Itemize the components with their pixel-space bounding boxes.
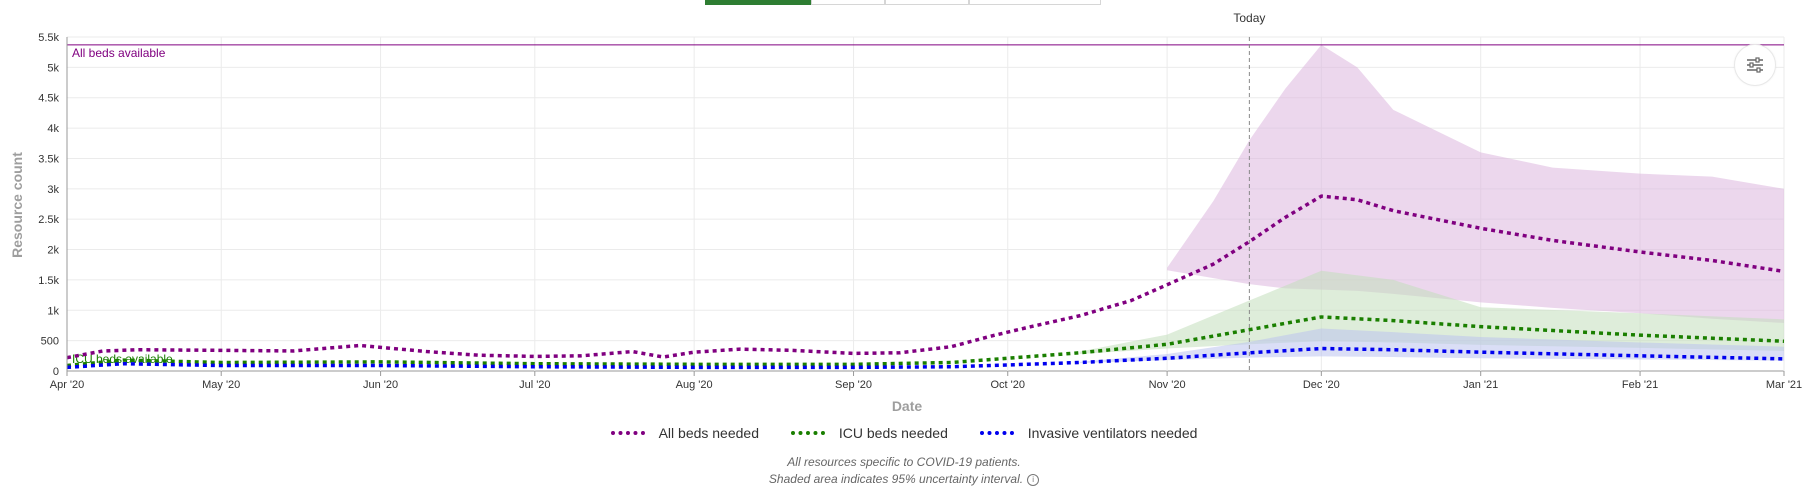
legend-item-ventilators[interactable]: Invasive ventilators needed [979, 425, 1198, 441]
series-line [66, 194, 1785, 360]
x-tick-label: Jul '20 [519, 379, 550, 391]
legend-swatch [979, 431, 1014, 435]
x-tick-label: Mar '21 [1766, 379, 1802, 391]
info-icon[interactable]: i [1027, 473, 1040, 486]
legend-swatch [790, 431, 825, 435]
y-tick-label: 500 [41, 336, 59, 348]
legend-label: All beds needed [658, 425, 759, 441]
y-tick-label: 2k [47, 245, 59, 257]
uncertainty-band [1079, 328, 1784, 364]
today-label: Today [1233, 11, 1265, 25]
legend-item-all-beds[interactable]: All beds needed [610, 425, 759, 441]
x-tick-label: Feb '21 [1622, 379, 1658, 391]
x-tick-label: Apr '20 [50, 379, 85, 391]
tab-3[interactable] [885, 0, 969, 5]
view-tabs [705, 0, 1101, 5]
x-tick-label: Oct '20 [990, 379, 1025, 391]
y-tick-label: 1.5k [38, 275, 59, 287]
uncertainty-band [1167, 44, 1784, 324]
x-axis-title: Date [892, 398, 923, 414]
legend-label: ICU beds needed [838, 425, 948, 441]
chart-settings-button[interactable] [1734, 44, 1776, 86]
x-tick-label: Nov '20 [1149, 379, 1186, 391]
x-tick-label: Jan '21 [1463, 379, 1498, 391]
y-tick-label: 0 [53, 366, 59, 378]
chart-legend: All beds needed ICU beds needed Invasive… [0, 422, 1808, 441]
x-tick-label: Sep '20 [835, 379, 872, 391]
y-tick-label: 3k [47, 184, 59, 196]
x-tick-label: Jun '20 [363, 379, 398, 391]
y-tick-label: 4k [47, 123, 59, 135]
legend-item-icu-beds[interactable]: ICU beds needed [790, 425, 948, 441]
tab-1[interactable] [705, 0, 811, 5]
note-line-2-text: Shaded area indicates 95% uncertainty in… [768, 472, 1024, 486]
legend-swatch [610, 431, 645, 435]
note-line-2: Shaded area indicates 95% uncertainty in… [0, 471, 1808, 488]
today-marker: Today [1233, 11, 1265, 371]
y-tick-label: 5.5k [38, 32, 59, 44]
uncertainty-bands [1079, 44, 1784, 364]
x-tick-label: May '20 [202, 379, 240, 391]
chart-notes: All resources specific to COVID-19 patie… [0, 454, 1808, 488]
legend-label: Invasive ventilators needed [1027, 425, 1198, 441]
y-tick-label: 5k [47, 62, 59, 74]
y-tick-label: 3.5k [38, 153, 59, 165]
series-lines [66, 194, 1785, 370]
reference-line-label: All beds available [72, 46, 166, 60]
x-tick-label: Dec '20 [1303, 379, 1340, 391]
y-tick-label: 2.5k [38, 214, 59, 226]
axes: 0 500 1k 1.5k 2k 2.5k 3k 3.5k 4k 4.5k 5k 5.5k Apr '2… [38, 32, 1802, 391]
note-line-1: All resources specific to COVID-19 patie… [787, 455, 1021, 469]
tab-4[interactable] [969, 0, 1101, 5]
y-axis-title: Resource count [9, 152, 25, 258]
x-tick-label: Aug '20 [676, 379, 713, 391]
tab-2[interactable] [811, 0, 885, 5]
y-tick-label: 1k [47, 305, 59, 317]
y-tick-label: 4.5k [38, 93, 59, 105]
sliders-icon [1747, 57, 1763, 73]
